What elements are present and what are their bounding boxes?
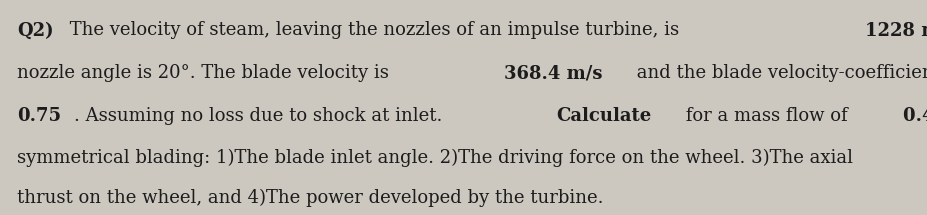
Text: 1228 m/s: 1228 m/s bbox=[866, 22, 927, 40]
Text: thrust on the wheel, and 4)The power developed by the turbine.: thrust on the wheel, and 4)The power dev… bbox=[17, 189, 603, 207]
Text: for a mass flow of: for a mass flow of bbox=[679, 108, 853, 126]
Text: 0.4536 Kg/s: 0.4536 Kg/s bbox=[903, 108, 927, 126]
Text: Q2): Q2) bbox=[17, 22, 54, 40]
Text: . Assuming no loss due to shock at inlet.: . Assuming no loss due to shock at inlet… bbox=[74, 108, 448, 126]
Text: Calculate: Calculate bbox=[557, 108, 652, 126]
Text: nozzle angle is 20°. The blade velocity is: nozzle angle is 20°. The blade velocity … bbox=[17, 64, 395, 83]
Text: and the blade velocity-coefficient is: and the blade velocity-coefficient is bbox=[631, 64, 927, 83]
Text: symmetrical blading: 1)The blade inlet angle. 2)The driving force on the wheel. : symmetrical blading: 1)The blade inlet a… bbox=[17, 149, 853, 167]
Text: The velocity of steam, leaving the nozzles of an impulse turbine, is: The velocity of steam, leaving the nozzl… bbox=[64, 22, 685, 40]
Text: 0.75: 0.75 bbox=[17, 108, 61, 126]
Text: 368.4 m/s: 368.4 m/s bbox=[504, 64, 603, 83]
